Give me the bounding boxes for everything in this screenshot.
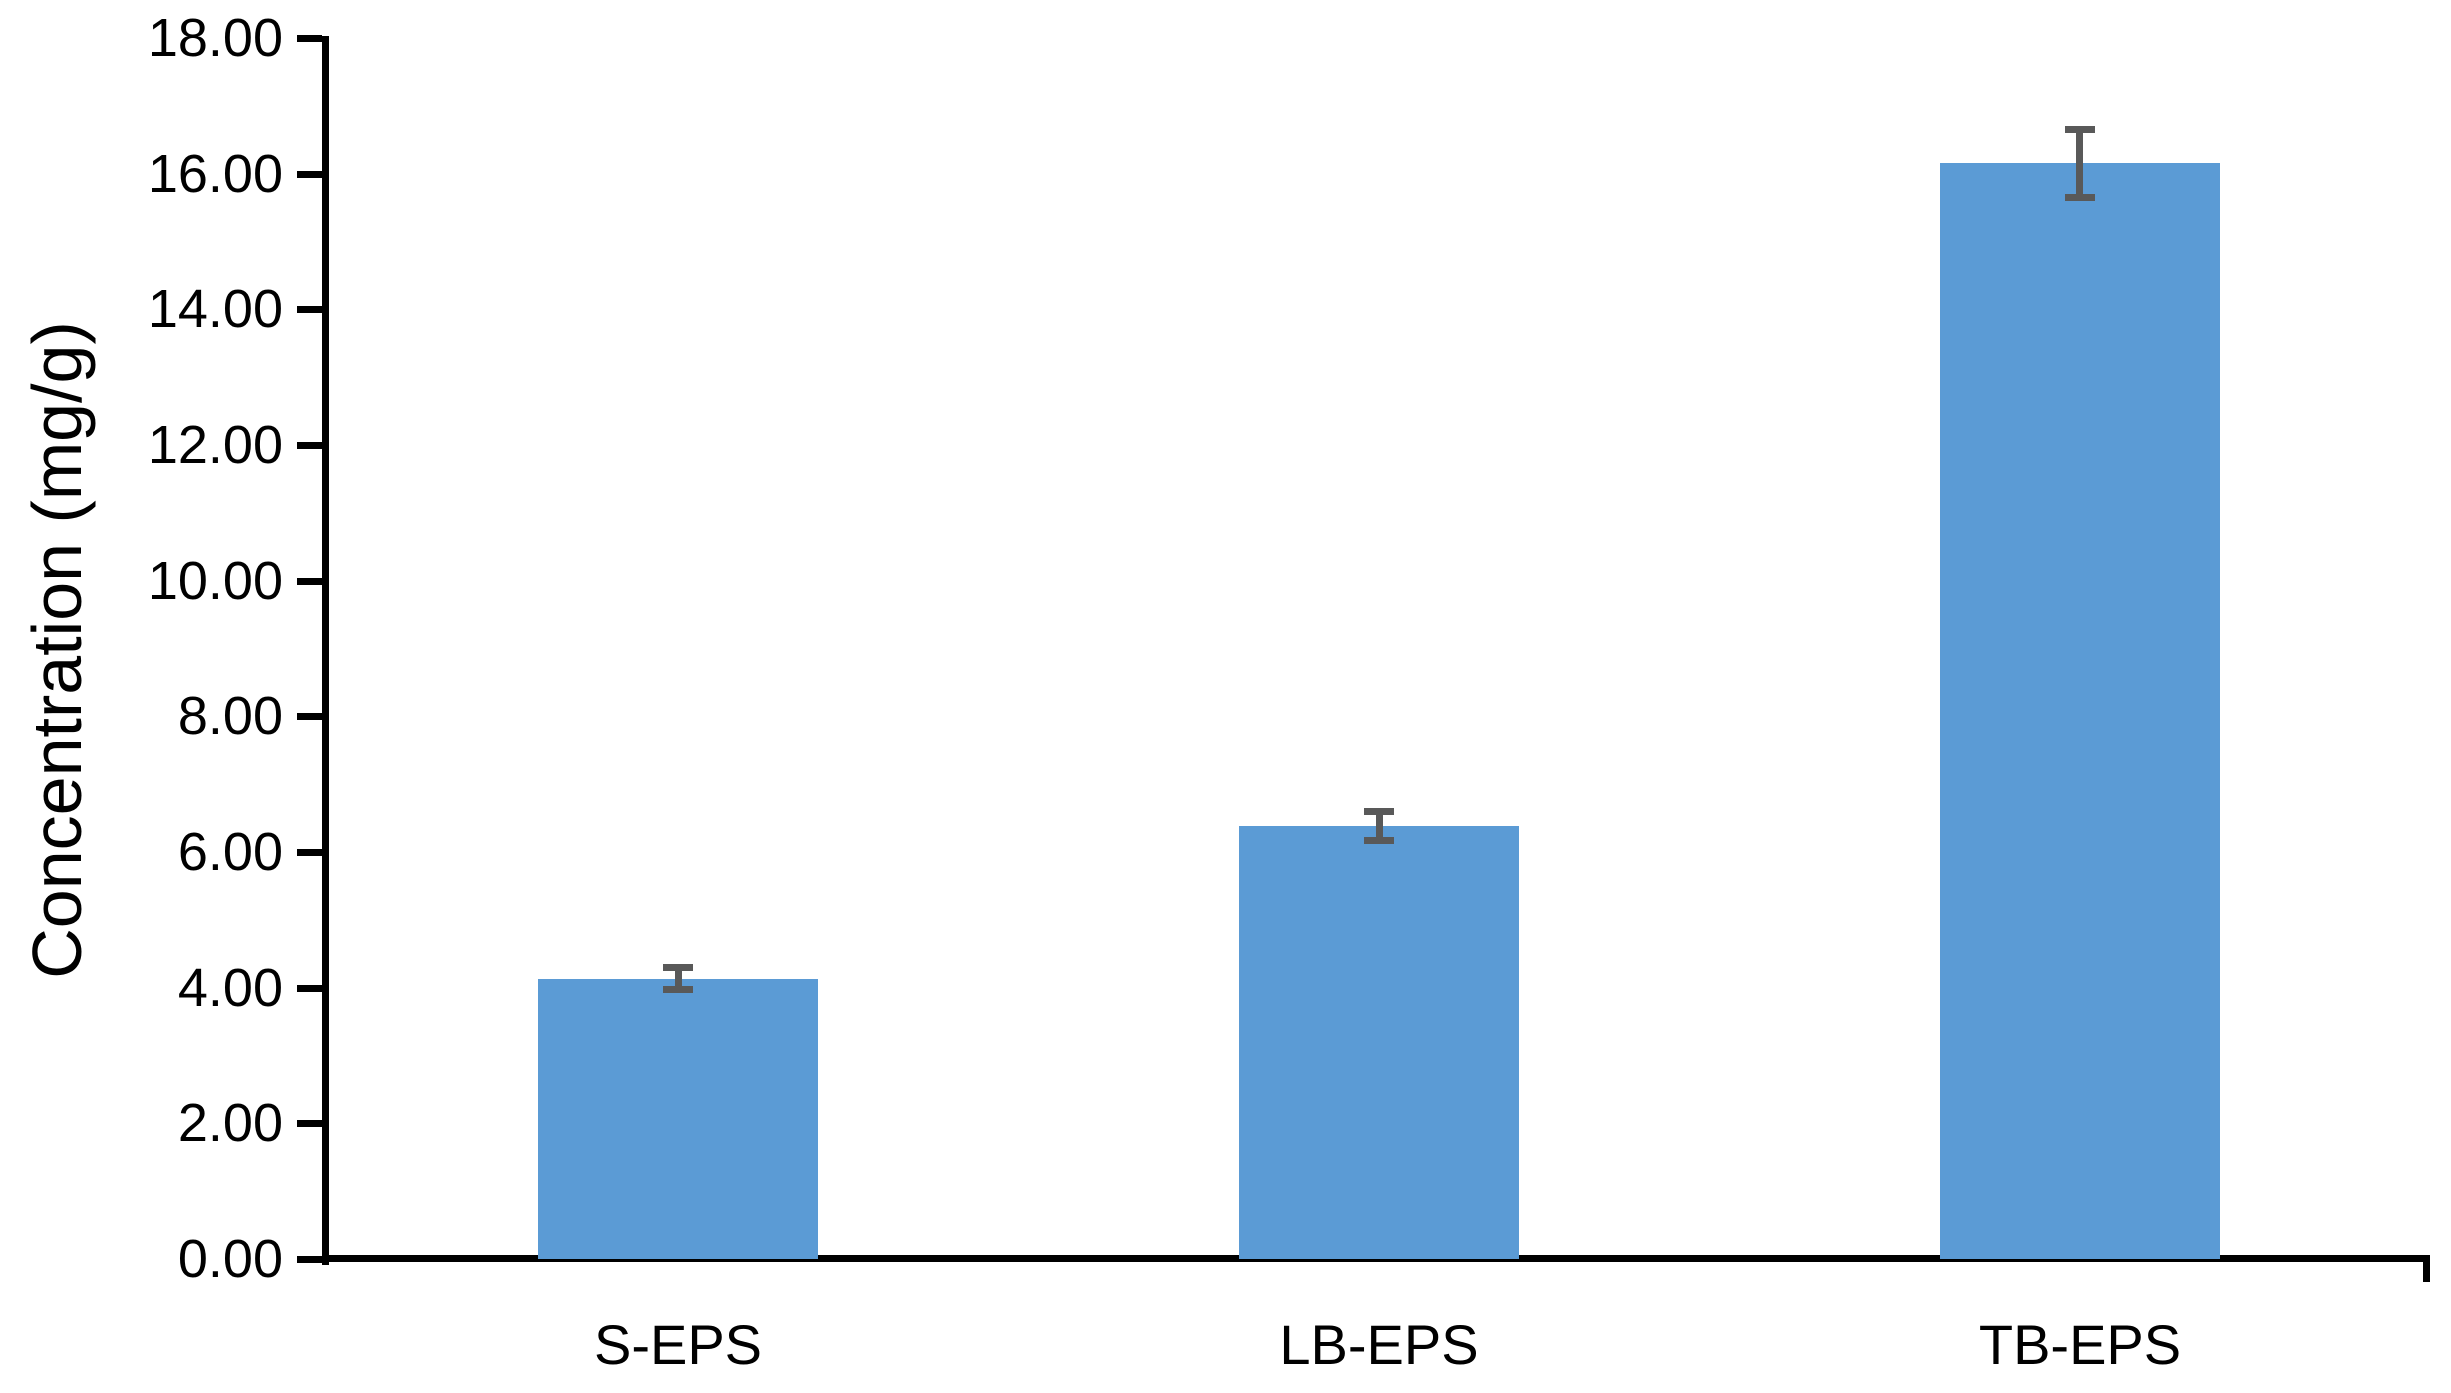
y-tick-mark — [297, 713, 322, 720]
x-category-label: LB-EPS — [1279, 1313, 1479, 1376]
x-category-label: TB-EPS — [1978, 1313, 2182, 1376]
y-tick-label: 4.00 — [177, 958, 283, 1018]
y-tick-mark — [297, 578, 322, 585]
error-bar-stem — [675, 967, 682, 990]
bar-lb-eps — [1239, 826, 1519, 1259]
bar-s-eps — [538, 979, 818, 1259]
bar-tb-eps — [1940, 163, 2220, 1259]
x-category-label: S-EPS — [593, 1313, 763, 1376]
y-tick-label: 2.00 — [177, 1093, 283, 1153]
error-bar-cap-top — [2065, 126, 2095, 133]
y-tick-label: 8.00 — [177, 686, 283, 746]
y-axis-title: Concentration (mg/g) — [18, 321, 96, 979]
x-tick-mark — [2423, 1262, 2430, 1282]
y-tick-mark — [297, 1256, 322, 1263]
y-tick-label: 16.00 — [147, 144, 283, 204]
error-bar-cap-bottom — [1364, 837, 1394, 844]
y-axis-line — [322, 36, 329, 1265]
error-bar-cap-top — [663, 964, 693, 971]
error-bar-cap-bottom — [2065, 194, 2095, 201]
y-tick-mark — [297, 985, 322, 992]
error-bar-stem — [2076, 129, 2083, 198]
y-tick-label: 10.00 — [147, 551, 283, 611]
y-tick-label: 18.00 — [147, 8, 283, 68]
y-tick-mark — [297, 442, 322, 449]
y-tick-mark — [297, 35, 322, 42]
error-bar-stem — [1376, 811, 1383, 841]
y-tick-mark — [297, 849, 322, 856]
error-bar-cap-bottom — [663, 986, 693, 993]
error-bar-cap-top — [1364, 808, 1394, 815]
y-tick-mark — [297, 306, 322, 313]
y-tick-label: 0.00 — [177, 1229, 283, 1289]
y-tick-label: 6.00 — [177, 822, 283, 882]
y-tick-mark — [297, 1120, 322, 1127]
y-tick-mark — [297, 171, 322, 178]
y-tick-label: 12.00 — [147, 415, 283, 475]
y-tick-label: 14.00 — [147, 279, 283, 339]
